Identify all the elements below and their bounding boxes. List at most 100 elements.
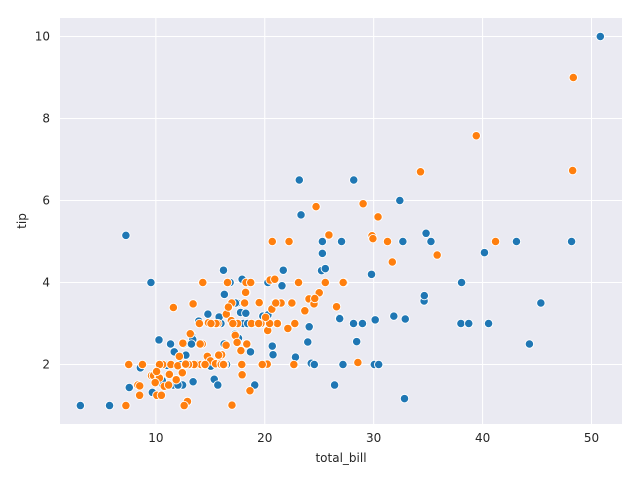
- data-point: [283, 323, 293, 334]
- x-tick-label: 10: [148, 431, 163, 445]
- data-point: [310, 293, 320, 304]
- data-point: [245, 347, 256, 357]
- y-tick-labels: 2 4 6 8 10: [35, 29, 50, 371]
- data-point: [370, 315, 380, 325]
- x-tick-label: 40: [475, 431, 490, 445]
- data-point: [511, 236, 522, 247]
- data-point: [456, 318, 466, 329]
- data-point: [177, 368, 187, 378]
- data-point: [228, 318, 238, 329]
- data-point: [150, 377, 160, 388]
- data-point: [267, 341, 277, 351]
- data-point: [464, 318, 474, 329]
- x-tick-label: 30: [366, 431, 381, 445]
- data-point: [483, 318, 494, 329]
- data-point: [185, 329, 195, 339]
- data-point: [300, 306, 310, 316]
- plot-background: [60, 18, 622, 424]
- data-point: [421, 228, 431, 238]
- data-point: [335, 313, 345, 324]
- data-point: [524, 339, 535, 349]
- data-point: [311, 201, 321, 212]
- data-point: [293, 277, 304, 288]
- data-point: [135, 381, 145, 391]
- data-point: [195, 339, 205, 349]
- data-point: [218, 359, 229, 370]
- data-point: [426, 236, 436, 247]
- data-point: [154, 335, 164, 345]
- data-point: [257, 359, 267, 370]
- data-point: [151, 366, 162, 377]
- y-tick-label: 10: [35, 29, 50, 43]
- data-point: [432, 250, 442, 260]
- data-point: [387, 257, 397, 267]
- data-point: [287, 298, 297, 308]
- data-point: [479, 247, 490, 258]
- data-point: [329, 380, 340, 390]
- data-point: [595, 31, 605, 42]
- data-point: [168, 302, 179, 313]
- data-point: [242, 339, 252, 349]
- data-point: [352, 336, 362, 347]
- data-point: [164, 369, 175, 380]
- data-point: [134, 390, 145, 400]
- data-point: [336, 236, 347, 247]
- data-point: [338, 277, 348, 288]
- data-point: [181, 359, 191, 369]
- data-point: [294, 175, 304, 185]
- data-point: [203, 309, 213, 319]
- data-point: [163, 380, 174, 390]
- data-point: [320, 277, 330, 288]
- data-point: [373, 212, 383, 222]
- data-point: [353, 357, 363, 368]
- data-point: [324, 230, 334, 240]
- data-points: [75, 31, 605, 411]
- data-point: [389, 311, 399, 321]
- data-point: [317, 248, 328, 259]
- data-point: [227, 400, 237, 410]
- data-point: [566, 236, 577, 247]
- data-point: [124, 382, 134, 393]
- data-point: [241, 308, 251, 318]
- data-point: [490, 236, 501, 247]
- data-point: [357, 318, 368, 329]
- data-point: [236, 345, 246, 356]
- data-point: [179, 400, 189, 411]
- data-point: [399, 393, 410, 404]
- data-point: [121, 400, 131, 411]
- data-point: [272, 318, 283, 329]
- data-point: [146, 277, 156, 288]
- data-point: [171, 375, 181, 385]
- data-point: [137, 359, 148, 370]
- data-point: [368, 233, 378, 244]
- data-point: [213, 380, 223, 390]
- data-point: [415, 167, 426, 177]
- data-point: [358, 199, 368, 209]
- y-tick-label: 2: [42, 358, 50, 372]
- data-point: [290, 318, 300, 329]
- y-tick-label: 8: [42, 111, 50, 125]
- data-point: [268, 350, 278, 360]
- data-point: [270, 274, 280, 284]
- x-tick-labels: 10 20 30 40 50: [148, 431, 599, 445]
- data-point: [218, 265, 229, 275]
- data-point: [348, 318, 359, 329]
- data-point: [222, 277, 233, 288]
- data-point: [536, 298, 546, 308]
- data-point: [289, 359, 299, 370]
- data-point: [237, 359, 247, 370]
- data-point: [214, 350, 224, 360]
- data-point: [188, 299, 198, 309]
- data-point: [156, 390, 167, 400]
- data-point: [104, 400, 115, 411]
- data-point: [366, 269, 377, 279]
- data-point: [271, 298, 281, 308]
- y-tick-label: 6: [42, 193, 50, 207]
- data-point: [165, 339, 176, 349]
- data-point: [223, 302, 234, 312]
- data-point: [186, 339, 197, 349]
- y-tick-label: 4: [42, 276, 50, 290]
- y-axis-title: tip: [15, 213, 29, 229]
- data-point: [121, 230, 131, 241]
